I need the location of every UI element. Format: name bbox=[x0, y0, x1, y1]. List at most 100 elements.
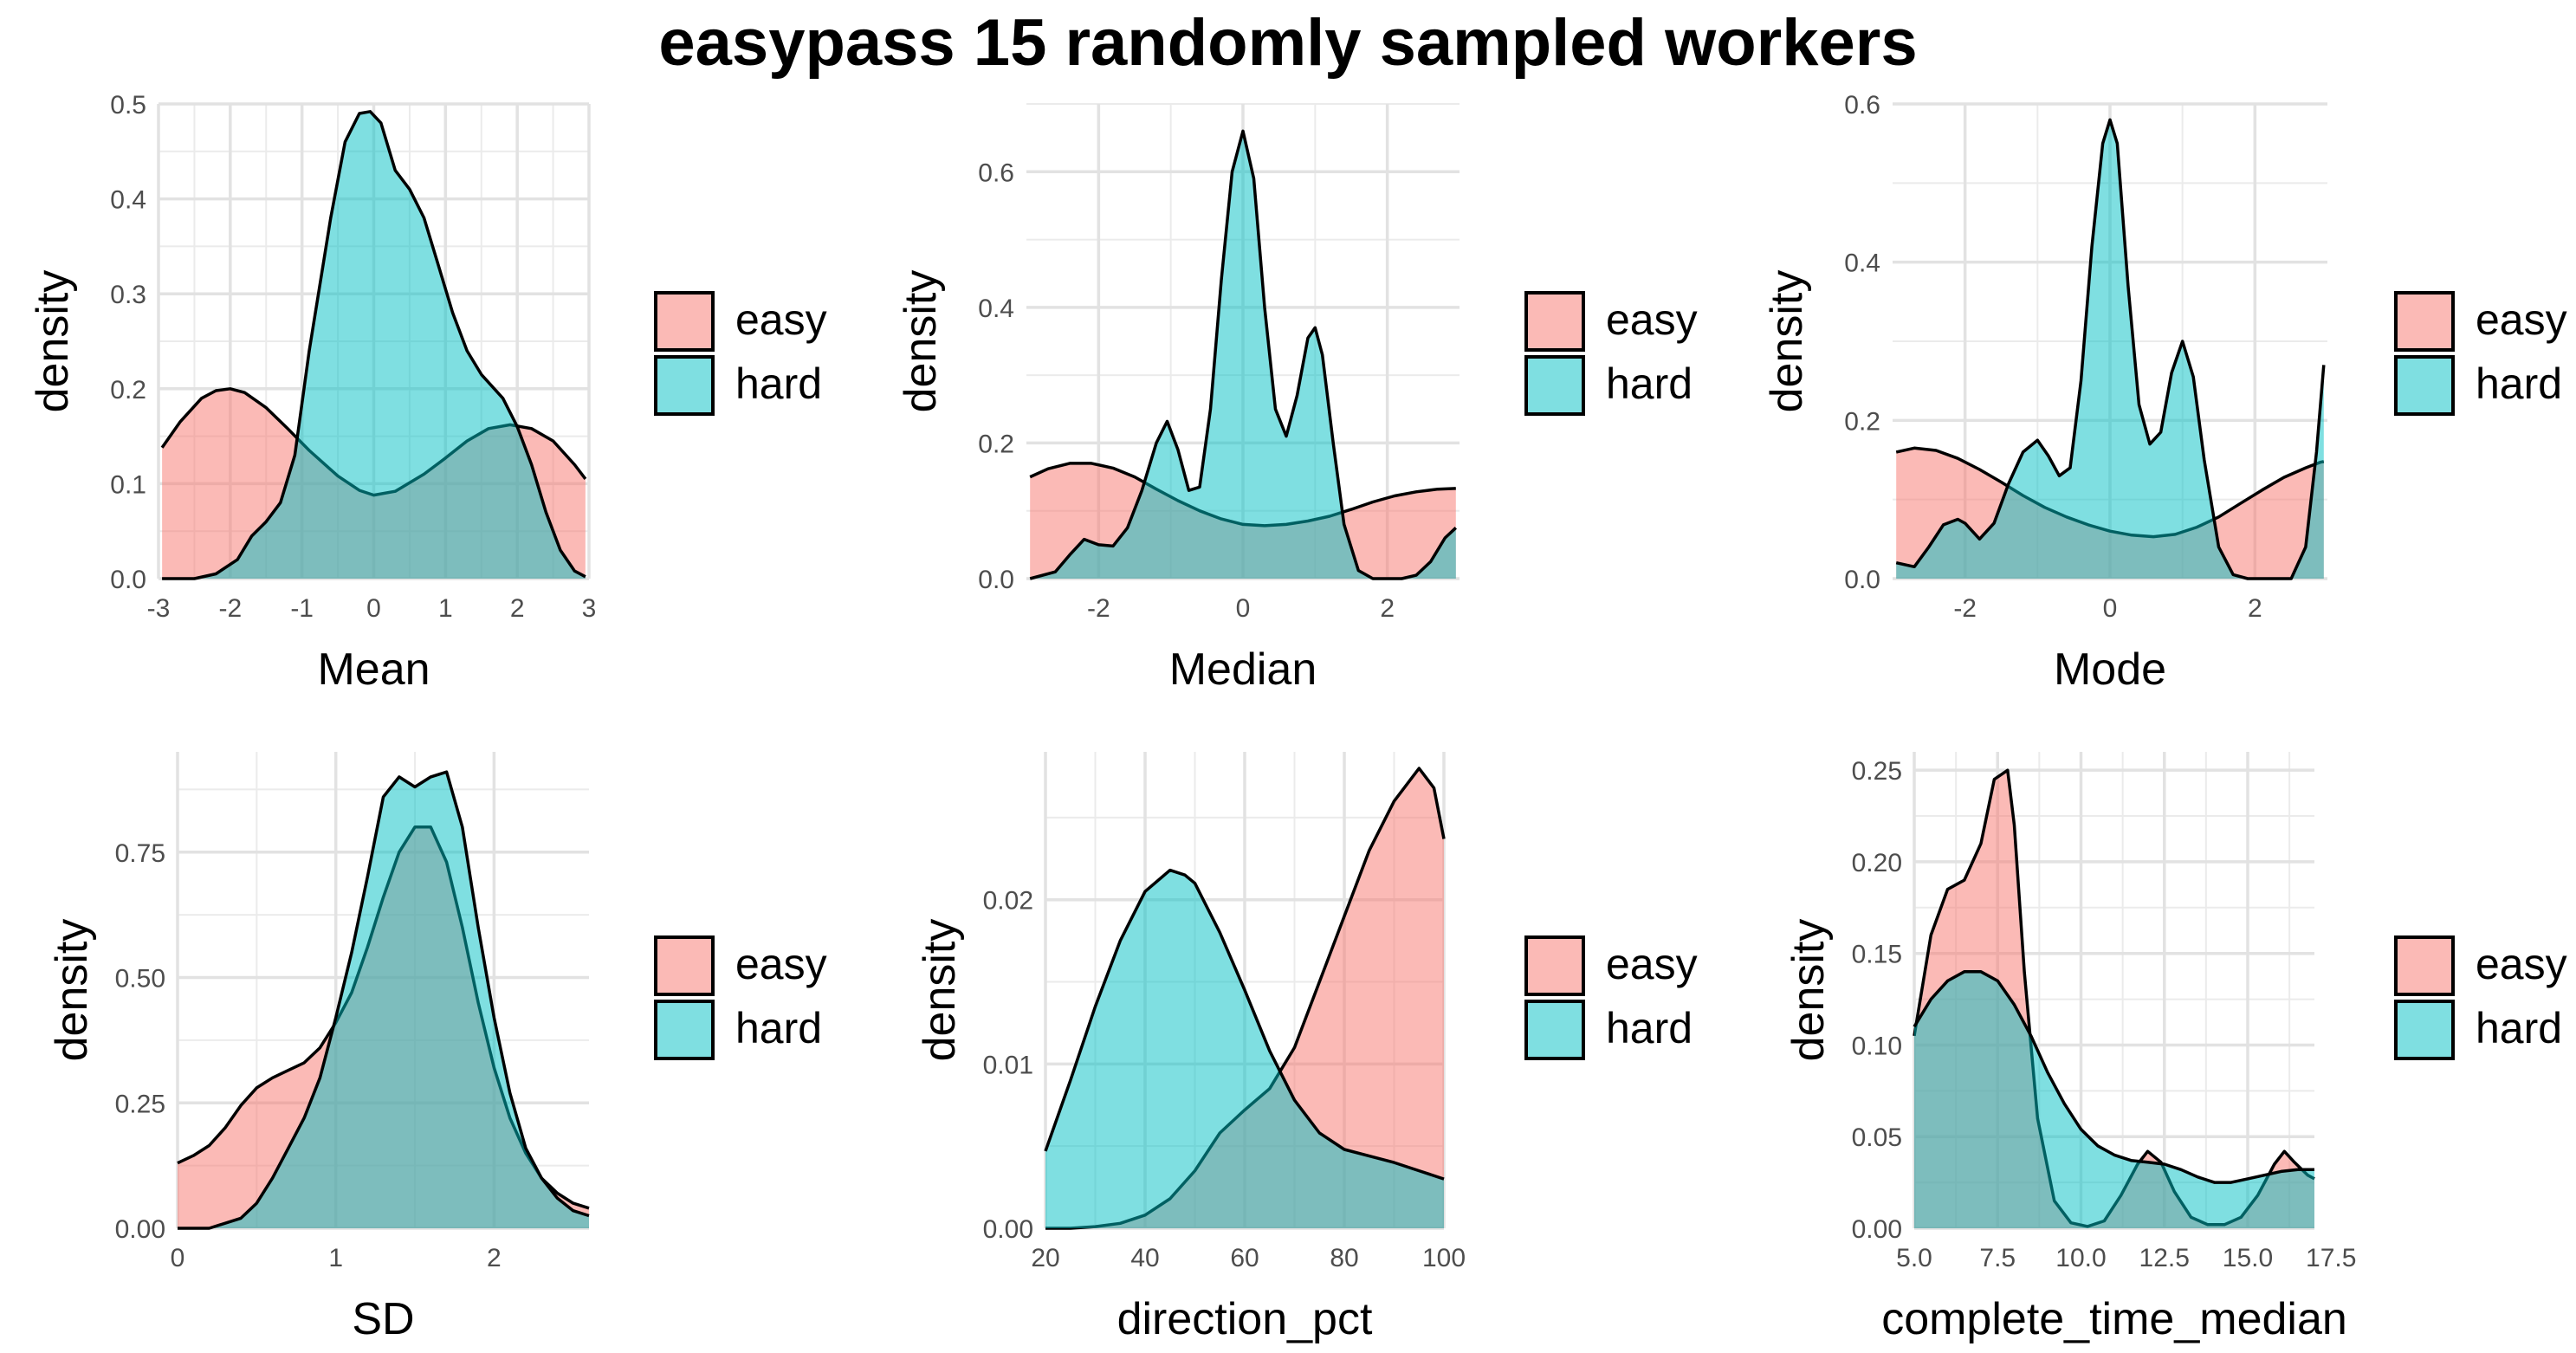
y-tick-label: 0.25 bbox=[115, 1090, 165, 1118]
y-tick-label: 0.50 bbox=[115, 965, 165, 994]
chart-panel: -2 0 2 0.0 0.2 0.4 0.6 Mode density easy hard bbox=[1762, 91, 2567, 695]
legend-swatch-easy bbox=[1524, 935, 1585, 996]
density-area-hard bbox=[1896, 120, 2324, 579]
density-area-hard bbox=[178, 772, 589, 1228]
y-tick-label: 0.0 bbox=[1844, 566, 1880, 594]
legend-swatch-hard bbox=[654, 1000, 715, 1060]
x-tick-label: 40 bbox=[1130, 1244, 1159, 1272]
y-tick-label: 0.4 bbox=[1844, 249, 1880, 278]
density-line-hard bbox=[1895, 118, 2326, 580]
x-tick-label: 15.0 bbox=[2223, 1244, 2273, 1272]
legend: easy hard bbox=[2394, 291, 2567, 416]
x-tick-label: 0 bbox=[1236, 594, 1251, 623]
legend-label-easy: easy bbox=[2476, 940, 2567, 988]
x-tick-label: -2 bbox=[1087, 594, 1110, 623]
figure-title: easypass 15 randomly sampled workers bbox=[658, 6, 1918, 80]
x-tick-label: 80 bbox=[1330, 1244, 1358, 1272]
x-tick-label: 0 bbox=[2103, 594, 2118, 623]
x-axis-title: complete_time_median bbox=[1881, 1294, 2347, 1344]
x-tick-label: 0 bbox=[366, 594, 381, 623]
legend-label-easy: easy bbox=[735, 295, 827, 344]
chart-panel: 20 40 60 80 100 0.00 0.01 0.02 direction_pct dens… bbox=[915, 752, 1698, 1344]
y-tick-label: 0.01 bbox=[983, 1051, 1033, 1079]
legend-swatch-easy bbox=[654, 935, 715, 996]
chart-panel: -2 0 2 0.0 0.2 0.4 0.6 Median density easy hard bbox=[896, 103, 1698, 695]
x-tick-label: 2 bbox=[510, 594, 525, 623]
y-tick-label: 0.0 bbox=[978, 566, 1014, 594]
legend-label-easy: easy bbox=[1606, 295, 1698, 344]
legend-label-hard: hard bbox=[1606, 359, 1693, 408]
legend-label-easy: easy bbox=[1606, 940, 1698, 988]
density-line-hard bbox=[1029, 129, 1457, 580]
chart-panel: 0 1 2 0.00 0.25 0.50 0.75 SD density easy hard bbox=[47, 752, 827, 1344]
y-tick-label: 0.6 bbox=[1844, 91, 1880, 120]
x-tick-label: 1 bbox=[438, 594, 453, 623]
y-tick-label: 0.4 bbox=[110, 186, 146, 215]
y-tick-label: 0.4 bbox=[978, 295, 1014, 323]
x-tick-label: 7.5 bbox=[1979, 1244, 2016, 1272]
y-tick-label: 0.15 bbox=[1852, 941, 1902, 969]
chart-panel: -3 -2 -1 0 1 2 3 0.0 0.1 0.2 0.3 0.4 0.5 Mean density e… bbox=[28, 91, 827, 695]
x-tick-label: 20 bbox=[1031, 1244, 1059, 1272]
y-tick-label: 0.2 bbox=[1844, 407, 1880, 436]
y-axis-title: density bbox=[1783, 919, 1834, 1062]
legend: easy hard bbox=[2394, 935, 2567, 1060]
x-tick-label: 2 bbox=[487, 1244, 502, 1272]
x-tick-label: 0 bbox=[171, 1244, 185, 1272]
y-tick-label: 0.05 bbox=[1852, 1123, 1902, 1152]
legend-label-easy: easy bbox=[2476, 295, 2567, 344]
density-area-hard bbox=[1045, 870, 1444, 1228]
density-area-hard bbox=[1030, 131, 1456, 579]
x-tick-label: 17.5 bbox=[2306, 1244, 2356, 1272]
y-tick-label: 0.0 bbox=[110, 566, 146, 594]
legend-label-hard: hard bbox=[735, 1004, 822, 1052]
y-tick-label: 0.3 bbox=[110, 281, 146, 309]
legend-label-hard: hard bbox=[2476, 359, 2562, 408]
x-axis-title: Mode bbox=[2054, 644, 2166, 695]
x-tick-label: 2 bbox=[2248, 594, 2262, 623]
y-tick-label: 0.20 bbox=[1852, 849, 1902, 877]
legend-swatch-hard bbox=[654, 355, 715, 416]
legend-label-hard: hard bbox=[1606, 1004, 1693, 1052]
density-area-easy bbox=[1045, 768, 1444, 1228]
legend-label-easy: easy bbox=[735, 940, 827, 988]
y-tick-label: 0.1 bbox=[110, 470, 146, 499]
y-tick-label: 0.00 bbox=[1852, 1215, 1902, 1244]
x-axis-title: SD bbox=[352, 1294, 414, 1344]
y-tick-label: 0.5 bbox=[110, 91, 146, 120]
x-tick-label: 12.5 bbox=[2139, 1244, 2190, 1272]
y-tick-label: 0.00 bbox=[115, 1215, 165, 1244]
y-axis-title: density bbox=[1762, 270, 1812, 413]
y-tick-label: 0.6 bbox=[978, 159, 1014, 187]
x-tick-label: 2 bbox=[1380, 594, 1395, 623]
y-tick-label: 0.02 bbox=[983, 887, 1033, 916]
legend-label-hard: hard bbox=[2476, 1004, 2562, 1052]
density-line-hard bbox=[162, 110, 586, 580]
y-axis-title: density bbox=[28, 270, 78, 413]
x-tick-label: -2 bbox=[218, 594, 242, 623]
legend-swatch-hard bbox=[2394, 355, 2455, 416]
x-tick-label: 10.0 bbox=[2055, 1244, 2106, 1272]
y-axis-title: density bbox=[47, 919, 97, 1062]
x-tick-label: 60 bbox=[1230, 1244, 1259, 1272]
legend: easy hard bbox=[1524, 291, 1698, 416]
density-line-hard bbox=[1044, 868, 1445, 1181]
y-axis-title: density bbox=[915, 919, 965, 1062]
x-tick-label: 5.0 bbox=[1896, 1244, 1932, 1272]
legend: easy hard bbox=[1524, 935, 1698, 1060]
x-axis-title: Mean bbox=[317, 644, 430, 695]
x-tick-label: 1 bbox=[328, 1244, 343, 1272]
density-area-hard bbox=[162, 111, 586, 579]
x-tick-label: 100 bbox=[1422, 1244, 1466, 1272]
density-area-hard bbox=[1914, 971, 2314, 1228]
legend-swatch-easy bbox=[1524, 291, 1585, 352]
x-axis-title: Median bbox=[1169, 644, 1317, 695]
legend-swatch-hard bbox=[1524, 355, 1585, 416]
legend: easy hard bbox=[654, 935, 827, 1060]
y-tick-label: 0.2 bbox=[110, 376, 146, 405]
x-tick-label: 3 bbox=[582, 594, 597, 623]
density-line-hard bbox=[1913, 970, 2314, 1184]
legend-label-hard: hard bbox=[735, 359, 822, 408]
y-tick-label: 0.25 bbox=[1852, 757, 1902, 786]
